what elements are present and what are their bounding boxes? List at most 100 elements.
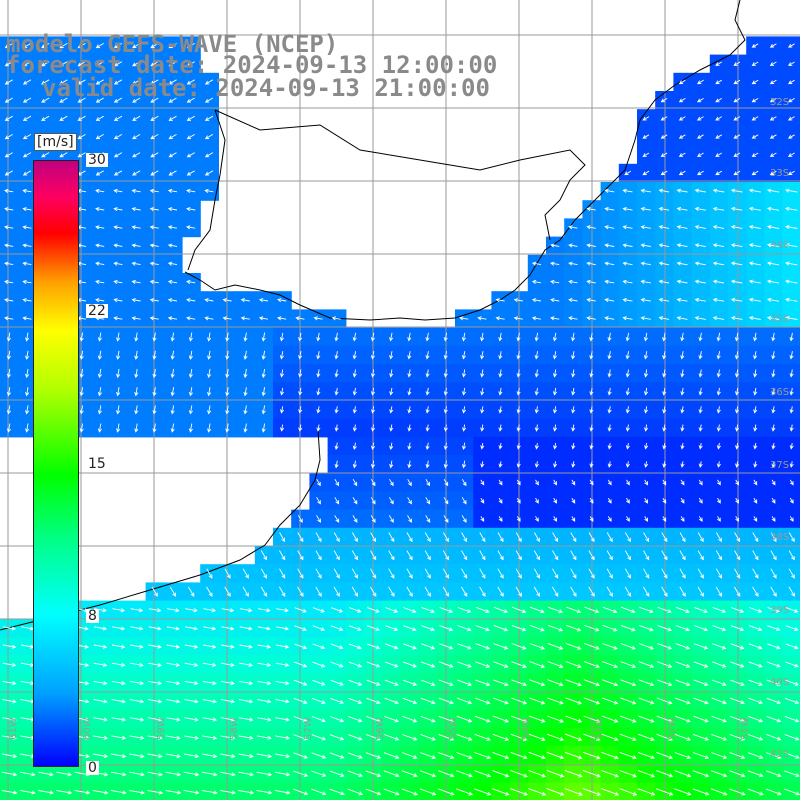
wind-arrow	[553, 516, 557, 522]
wind-arrow	[4, 97, 13, 103]
wind-arrow	[22, 207, 32, 212]
wind-arrow	[130, 608, 144, 613]
wind-arrow	[550, 316, 560, 321]
wind-arrow	[256, 771, 273, 777]
wind-arrow	[643, 406, 649, 414]
wind-arrow	[348, 643, 362, 650]
wind-arrow	[389, 351, 394, 360]
wind-arrow	[113, 243, 123, 248]
wind-arrow	[95, 225, 105, 230]
wind-arrow	[352, 532, 358, 543]
wind-arrow	[461, 515, 467, 523]
wind-arrow	[771, 497, 776, 504]
wind-arrow	[421, 606, 435, 613]
wind-arrow	[425, 478, 430, 487]
wind-arrow	[365, 788, 382, 796]
border-line	[214, 109, 586, 241]
wind-arrow	[204, 316, 214, 321]
wind-arrow	[748, 625, 763, 632]
wind-arrow	[370, 369, 376, 378]
wind-arrow	[79, 332, 84, 342]
wind-arrow	[697, 532, 704, 543]
wind-arrow	[625, 461, 630, 468]
wind-arrow	[655, 788, 674, 796]
wind-arrow	[769, 43, 777, 48]
wind-arrow	[204, 79, 214, 85]
wind-arrow	[565, 697, 583, 705]
wind-arrow	[4, 261, 14, 266]
wind-arrow	[243, 332, 248, 342]
wind-arrow	[771, 424, 776, 432]
wind-arrow	[207, 368, 212, 379]
wind-arrow	[347, 734, 363, 741]
wind-arrow	[622, 316, 633, 321]
wind-arrow	[316, 332, 321, 342]
wind-arrow	[186, 170, 195, 176]
wind-arrow	[204, 170, 214, 176]
wind-arrow	[152, 332, 157, 342]
wind-arrow	[243, 423, 248, 433]
wind-arrow	[789, 479, 794, 486]
wind-arrow	[6, 405, 11, 415]
wind-arrow	[352, 515, 358, 523]
wind-arrow	[316, 424, 321, 432]
wind-arrow	[150, 61, 159, 67]
wind-arrow	[407, 442, 412, 451]
wind-arrow	[607, 351, 612, 360]
wind-arrow	[662, 406, 667, 414]
wind-arrow	[715, 586, 723, 597]
colorbar-tick-8: 8	[86, 608, 99, 624]
wind-arrow	[748, 697, 763, 705]
wind-arrow	[438, 752, 455, 760]
wind-arrow	[584, 624, 600, 632]
wind-arrow	[693, 661, 709, 668]
wind-arrow	[2, 735, 17, 740]
wind-arrow	[97, 387, 102, 397]
wind-speed-cell	[382, 782, 401, 800]
wind-arrow	[516, 351, 521, 360]
wind-arrow	[547, 661, 564, 668]
wind-arrow	[330, 625, 344, 631]
wind-arrow	[330, 679, 344, 686]
wind-arrow	[297, 532, 304, 543]
wind-arrow	[388, 550, 395, 561]
wind-arrow	[607, 406, 612, 414]
wind-arrow	[730, 679, 745, 686]
wind-arrow	[316, 497, 321, 505]
wind-arrow	[588, 568, 595, 579]
wind-arrow	[643, 424, 649, 432]
wind-arrow	[696, 79, 704, 85]
wind-arrow	[552, 351, 557, 360]
wind-arrow	[92, 753, 109, 759]
wind-arrow	[92, 789, 109, 795]
wind-arrow	[734, 387, 740, 396]
wind-arrow	[279, 586, 286, 597]
wind-arrow	[565, 715, 583, 723]
wind-arrow	[676, 206, 688, 211]
wind-arrow	[712, 297, 725, 302]
wind-arrow	[619, 751, 637, 760]
wind-arrow	[638, 661, 655, 668]
wind-arrow	[480, 406, 485, 414]
wind-arrow	[533, 568, 540, 579]
wind-arrow	[242, 568, 249, 579]
wind-arrow	[787, 116, 795, 121]
wind-arrow	[311, 752, 327, 759]
wind-arrow	[352, 497, 358, 505]
wind-arrow	[564, 733, 583, 742]
wind-arrow	[221, 626, 235, 631]
wind-arrow	[225, 405, 230, 415]
wind-arrow	[643, 532, 650, 543]
wind-arrow	[694, 206, 706, 211]
wind-arrow	[184, 717, 199, 722]
wind-arrow	[674, 770, 692, 778]
wind-arrow	[333, 586, 340, 597]
wind-arrow	[748, 661, 763, 668]
wind-arrow	[785, 315, 798, 321]
wind-arrow	[515, 568, 522, 579]
wind-arrow	[116, 350, 121, 360]
wind-arrow	[79, 387, 84, 397]
wind-arrow	[25, 332, 30, 342]
wind-arrow	[370, 442, 376, 451]
wind-arrow	[511, 643, 527, 650]
